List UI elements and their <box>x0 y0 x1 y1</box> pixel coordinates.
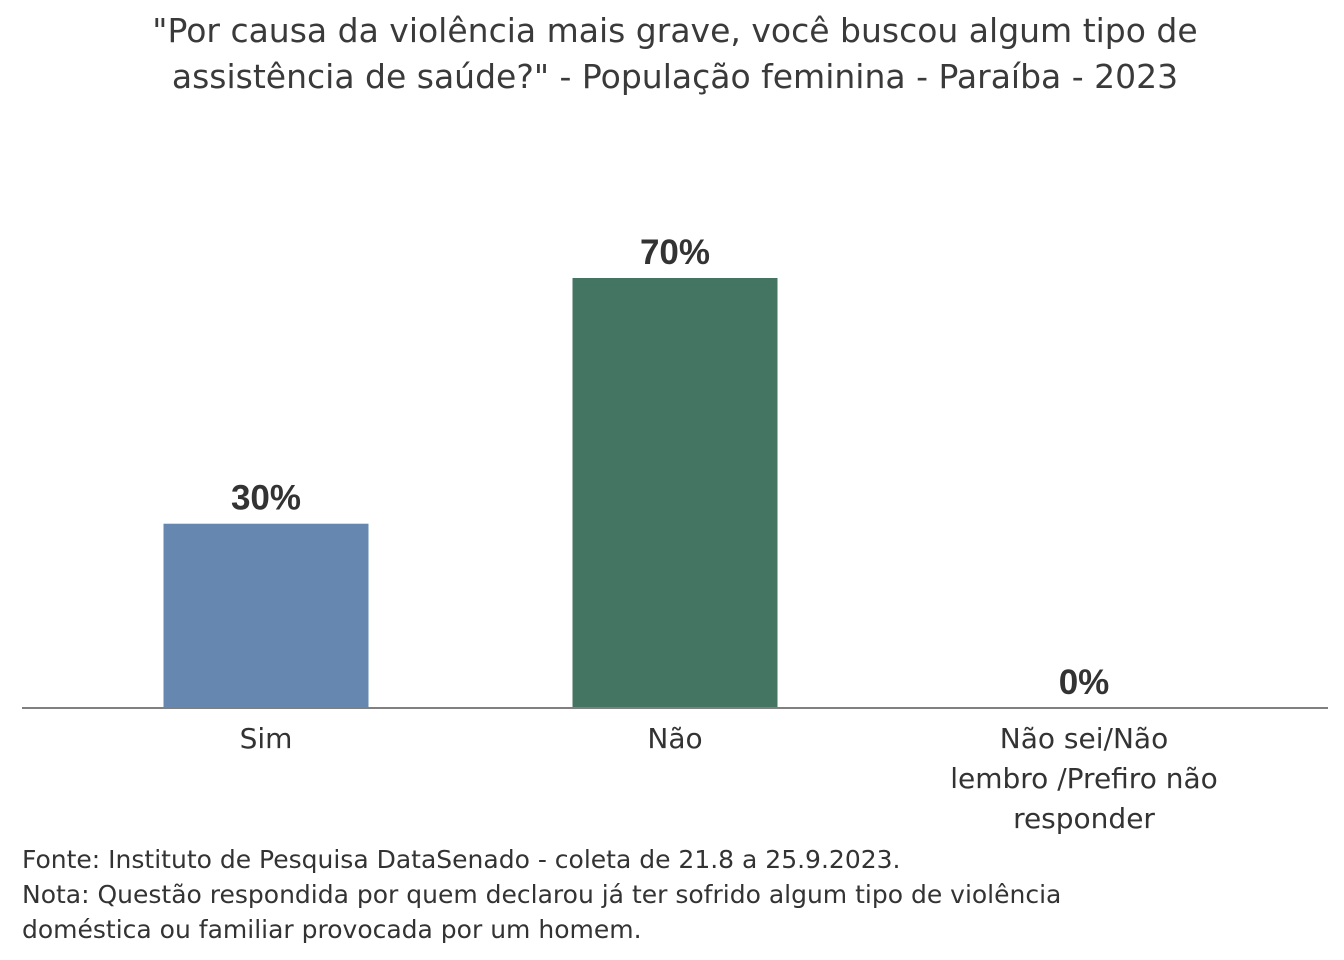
bar-1 <box>163 523 369 708</box>
category-label-3-line-2: lembro /Prefiro não <box>950 762 1218 795</box>
chart-title: "Por causa da violência mais grave, você… <box>152 11 1198 96</box>
category-label-2: Não <box>647 722 702 755</box>
source-note: Fonte: Instituto de Pesquisa DataSenado … <box>22 845 901 874</box>
category-label-1: Sim <box>240 722 293 755</box>
value-label-3: 0% <box>1059 663 1110 702</box>
bars-layer <box>163 278 778 708</box>
category-label-3-line-1: Não sei/Não <box>1000 722 1168 755</box>
bar-2 <box>572 278 778 708</box>
footnotes: Fonte: Instituto de Pesquisa DataSenado … <box>22 842 1322 947</box>
value-label-2: 70% <box>640 233 710 272</box>
note-line-1: Nota: Questão respondida por quem declar… <box>22 880 1062 909</box>
labels-layer: 30% Sim 70% Não 0% Não sei/Não lembro /Prefiro… <box>231 233 1218 835</box>
value-label-1: 30% <box>231 479 301 518</box>
category-label-3-line-3: responder <box>1013 802 1155 835</box>
note-line-2: doméstica ou familiar provocada por um h… <box>22 915 642 944</box>
